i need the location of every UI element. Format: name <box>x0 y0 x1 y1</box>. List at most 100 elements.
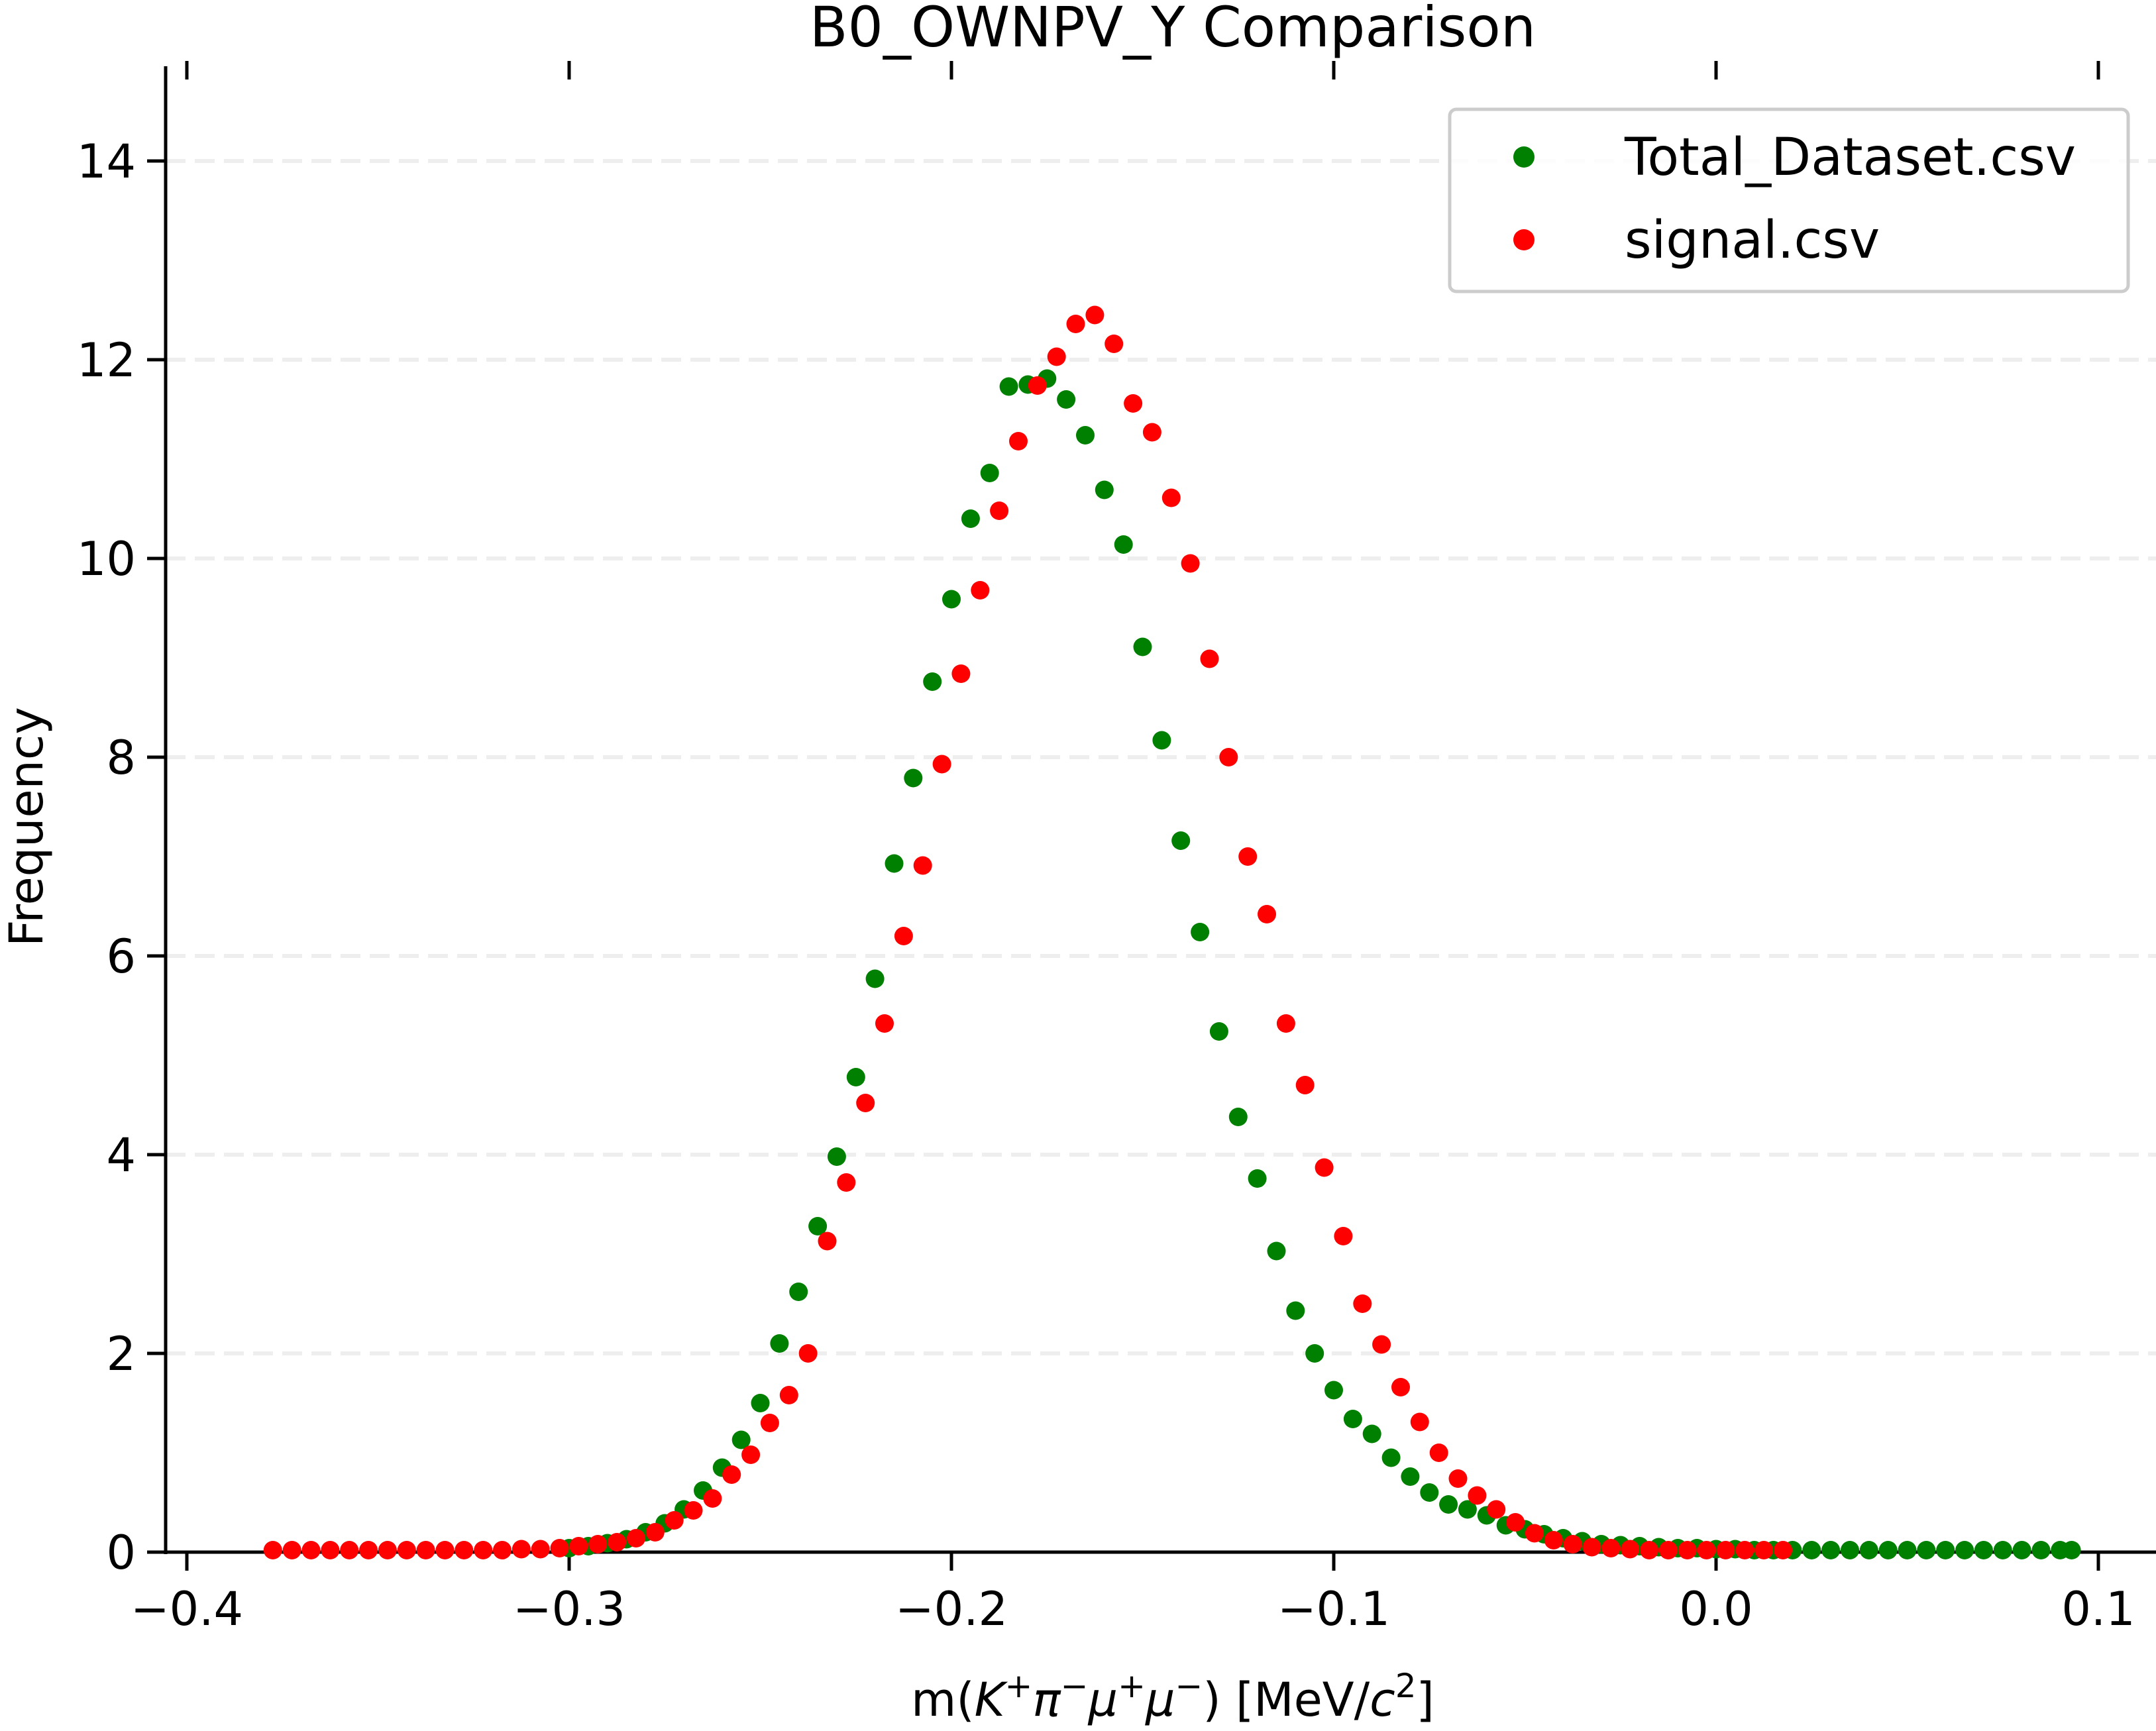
point-signal <box>493 1541 512 1559</box>
point-total-dataset <box>846 1068 865 1086</box>
point-signal <box>684 1501 703 1520</box>
point-total-dataset <box>2031 1541 2051 1559</box>
point-total-dataset <box>1974 1541 1993 1559</box>
point-signal <box>1774 1541 1792 1559</box>
point-signal <box>894 927 913 945</box>
legend: Total_Dataset.csv signal.csv <box>1448 107 2130 293</box>
point-total-dataset <box>1076 426 1095 445</box>
data-points <box>263 305 2081 1559</box>
point-signal <box>321 1541 340 1559</box>
point-signal <box>665 1511 684 1530</box>
point-signal <box>1487 1500 1506 1519</box>
point-total-dataset <box>1936 1541 1955 1559</box>
point-signal <box>760 1414 779 1432</box>
y-tick-label: 4 <box>106 1128 136 1182</box>
point-total-dataset <box>1821 1541 1841 1559</box>
point-total-dataset <box>1191 923 1210 941</box>
x-axis-label-part: c <box>1370 1673 1395 1727</box>
point-total-dataset <box>1420 1483 1439 1502</box>
point-signal <box>1448 1469 1468 1488</box>
point-total-dataset <box>1152 731 1171 750</box>
chart-title: B0_OWNPV_Y Comparison <box>810 0 1536 60</box>
point-total-dataset <box>1878 1541 1898 1559</box>
point-signal <box>875 1014 894 1033</box>
x-axis-label-part: ] <box>1417 1673 1434 1727</box>
x-tick-label: −0.2 <box>895 1582 1008 1636</box>
point-signal <box>1410 1412 1429 1432</box>
point-total-dataset <box>1993 1541 2012 1559</box>
point-signal <box>1468 1486 1487 1505</box>
x-axis-label-part: μ <box>1088 1673 1118 1727</box>
point-signal <box>1066 315 1085 333</box>
point-total-dataset <box>1305 1344 1324 1363</box>
point-signal <box>779 1386 798 1404</box>
legend-marker-signal <box>1513 229 1535 250</box>
point-total-dataset <box>904 768 923 788</box>
point-total-dataset <box>885 854 904 873</box>
point-signal <box>263 1541 282 1559</box>
point-total-dataset <box>1955 1541 1974 1559</box>
point-signal <box>474 1541 493 1559</box>
point-total-dataset <box>789 1283 808 1301</box>
y-axis-label: Frequency <box>0 707 54 947</box>
point-signal <box>837 1173 856 1192</box>
y-tick-label: 0 <box>106 1526 136 1580</box>
point-total-dataset <box>999 377 1018 396</box>
point-signal <box>1219 748 1238 766</box>
x-axis-label-part: π <box>1032 1673 1061 1727</box>
point-signal <box>359 1541 378 1559</box>
y-tick-label: 12 <box>77 333 136 388</box>
x-axis-label: m(K+π−μ+μ−) [MeV/c2] <box>911 1667 1434 1727</box>
point-signal <box>378 1541 397 1559</box>
x-axis-label-part: − <box>1175 1667 1203 1705</box>
point-total-dataset <box>1898 1541 1917 1559</box>
x-axis-label-part: + <box>1005 1667 1033 1705</box>
legend-label-total-dataset: Total_Dataset.csv <box>1624 128 2076 187</box>
point-signal <box>1353 1294 1372 1313</box>
point-signal <box>1429 1443 1448 1462</box>
point-signal <box>1640 1541 1658 1559</box>
point-total-dataset <box>923 672 942 691</box>
legend-marker-total-dataset <box>1513 146 1535 168</box>
point-signal <box>798 1344 818 1363</box>
point-signal <box>722 1465 741 1484</box>
point-total-dataset <box>1362 1424 1381 1443</box>
point-signal <box>512 1540 531 1559</box>
x-axis-label-part: + <box>1118 1667 1146 1705</box>
y-tick-label: 8 <box>106 731 136 785</box>
point-signal <box>1658 1541 1678 1559</box>
point-signal <box>1678 1541 1697 1559</box>
y-tick-label: 2 <box>106 1327 136 1381</box>
point-signal <box>1621 1540 1640 1559</box>
point-signal <box>455 1541 474 1559</box>
x-tick-label: 0.0 <box>1679 1582 1752 1636</box>
point-signal <box>1334 1227 1353 1245</box>
point-signal <box>1506 1513 1525 1532</box>
x-axis-label-part: K <box>975 1673 1008 1727</box>
legend-label-signal: signal.csv <box>1625 211 1880 270</box>
point-signal <box>818 1232 837 1251</box>
point-total-dataset <box>1439 1495 1458 1514</box>
point-total-dataset <box>731 1430 751 1449</box>
x-tick-label: −0.1 <box>1277 1582 1390 1636</box>
point-total-dataset <box>1228 1108 1248 1126</box>
point-signal <box>531 1540 550 1559</box>
point-total-dataset <box>1133 637 1152 656</box>
point-total-dataset <box>751 1394 770 1412</box>
point-total-dataset <box>942 590 961 609</box>
point-total-dataset <box>1859 1541 1878 1559</box>
point-signal <box>741 1445 761 1464</box>
point-signal <box>1582 1538 1601 1557</box>
x-axis-label-part: ) [MeV/ <box>1203 1673 1370 1727</box>
point-signal <box>645 1523 665 1542</box>
point-signal <box>416 1541 435 1559</box>
point-signal <box>1754 1541 1774 1559</box>
point-total-dataset <box>1095 480 1114 499</box>
point-signal <box>588 1535 608 1553</box>
point-signal <box>856 1094 875 1112</box>
point-total-dataset <box>1324 1381 1343 1400</box>
point-total-dataset <box>1171 831 1191 850</box>
point-signal <box>1258 905 1276 923</box>
point-signal <box>1028 376 1047 395</box>
point-signal <box>1697 1541 1716 1559</box>
